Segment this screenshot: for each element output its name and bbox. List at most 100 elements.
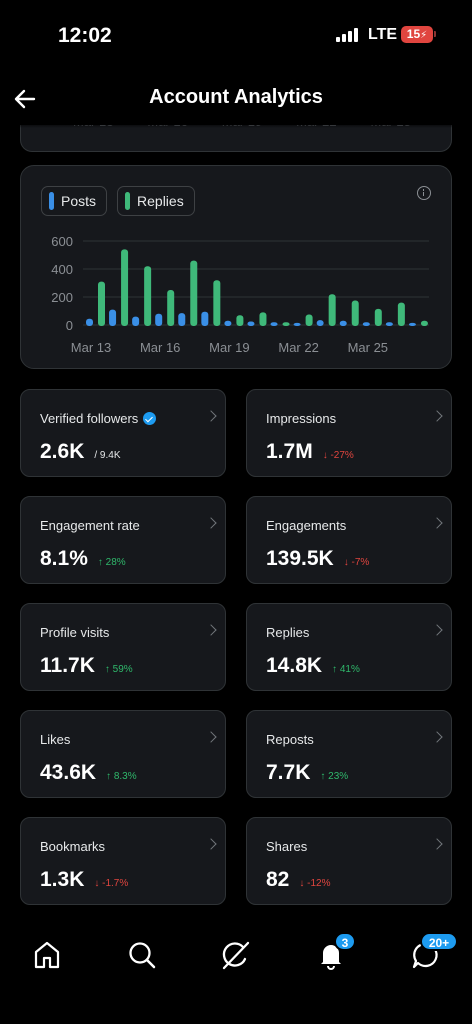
bar-replies[interactable] (167, 290, 175, 326)
bar-posts[interactable] (408, 322, 416, 326)
metric-label: Likes (40, 732, 71, 747)
x-tick-label: Mar 16 (140, 340, 180, 355)
metric-value: 11.7K (40, 654, 95, 677)
metric-label: Shares (266, 839, 308, 854)
chevron-right-icon (205, 624, 217, 636)
arrow-down-icon: ↓ (94, 878, 103, 889)
metric-card-bookmarks[interactable]: Bookmarks 1.3K ↓ -1.7% (20, 817, 226, 905)
metric-card-reposts[interactable]: Reposts 7.7K ↑ 23% (246, 710, 452, 798)
bar-posts[interactable] (362, 322, 370, 326)
battery-level: 15 (406, 27, 421, 41)
bar-posts[interactable] (270, 322, 278, 326)
chevron-right-icon (431, 517, 443, 529)
metric-card-engagements[interactable]: Engagements 139.5K ↓ -7% (246, 496, 452, 584)
legend-posts[interactable]: Posts (41, 186, 108, 216)
bar-posts[interactable] (247, 321, 255, 327)
arrow-up-icon: ↑ (332, 664, 340, 675)
arrow-down-icon: ↓ (322, 450, 331, 461)
y-tick-label: 400 (51, 262, 73, 277)
chevron-right-icon (431, 731, 443, 743)
messages-badge: 20+ (420, 932, 458, 951)
posts-swatch (49, 192, 54, 210)
arrow-up-icon: ↑ (320, 771, 329, 782)
bar-replies[interactable] (305, 314, 313, 327)
metric-label: Engagements (266, 518, 347, 533)
y-tick-label: 600 (51, 234, 73, 249)
chevron-right-icon (431, 838, 443, 850)
legend-posts-label: Posts (61, 193, 97, 209)
bar-posts[interactable] (316, 320, 324, 326)
bar-posts[interactable] (109, 309, 117, 326)
metric-label: Impressions (266, 411, 337, 426)
arrow-up-icon: ↑ (106, 771, 114, 782)
bar-replies[interactable] (420, 320, 428, 326)
bar-replies[interactable] (259, 312, 267, 326)
metric-total: / 9.4K (94, 450, 121, 461)
home-icon[interactable] (30, 938, 64, 972)
legend-replies-label: Replies (137, 193, 184, 209)
bar-replies[interactable] (397, 302, 405, 326)
battery-icon: 15⚡ (401, 26, 433, 43)
clock: 12:02 (58, 24, 112, 47)
arrow-down-icon: ↓ (299, 878, 308, 889)
bar-replies[interactable] (190, 260, 198, 326)
arrow-up-icon: ↑ (97, 557, 106, 568)
metric-value: 14.8K (266, 654, 323, 677)
metric-label: Reposts (266, 732, 314, 747)
metric-card-verified-followers[interactable]: Verified followers 2.6K / 9.4K (20, 389, 226, 477)
signal-icon (336, 28, 358, 42)
chevron-right-icon (205, 731, 217, 743)
arrow-left-icon[interactable] (12, 86, 38, 112)
metric-label: Bookmarks (40, 839, 106, 854)
posts-replies-chart-card: 0 200 400 600 Mar 13 Mar 16 Mar 19 Mar 22 Mar 25… (20, 165, 452, 369)
bar-posts[interactable] (339, 320, 347, 326)
bar-replies[interactable] (144, 266, 152, 326)
chevron-right-icon (205, 838, 217, 850)
bar-posts[interactable] (178, 313, 186, 326)
chevron-right-icon (205, 517, 217, 529)
arrow-down-icon: ↓ (343, 557, 352, 568)
info-icon[interactable] (417, 186, 431, 200)
metric-card-profile-visits[interactable]: Profile visits 11.7K ↑ 59% (20, 603, 226, 691)
metric-card-impressions[interactable]: Impressions 1.7M ↓ -27% (246, 389, 452, 477)
x-tick-label: Mar 22 (278, 340, 318, 355)
bar-replies[interactable] (98, 281, 105, 326)
x-tick-label: Mar 19 (209, 340, 249, 355)
y-tick-label: 200 (51, 290, 73, 305)
metric-card-engagement-rate[interactable]: Engagement rate 8.1% ↑ 28% (20, 496, 226, 584)
metric-card-replies[interactable]: Replies 14.8K ↑ 41% (246, 603, 452, 691)
search-icon[interactable] (125, 938, 159, 972)
grok-icon[interactable] (219, 938, 253, 972)
bar-replies[interactable] (121, 249, 129, 326)
metric-value: 1.3K (40, 868, 85, 891)
metric-label: Profile visits (40, 625, 110, 640)
bar-replies[interactable] (328, 294, 336, 326)
bar-replies[interactable] (282, 322, 290, 326)
metric-card-shares[interactable]: Shares 82 ↓ -12% (246, 817, 452, 905)
notifications-icon[interactable] (314, 938, 348, 972)
chart-legend: Posts Replies (41, 186, 195, 216)
metric-label: Replies (266, 625, 310, 640)
metric-delta: ↑ 59% (104, 664, 133, 675)
bar-replies[interactable] (351, 300, 359, 327)
metric-value: 82 (266, 868, 290, 891)
bar-posts[interactable] (224, 320, 232, 326)
bar-replies[interactable] (213, 280, 221, 326)
bar-posts[interactable] (132, 316, 140, 326)
metric-delta: ↓ -27% (322, 450, 354, 461)
y-tick-label: 0 (66, 318, 73, 333)
bar-posts[interactable] (293, 322, 301, 326)
x-tick-label: Mar 25 (348, 340, 388, 355)
bar-replies[interactable] (236, 315, 244, 326)
bar-replies[interactable] (374, 308, 382, 326)
bar-posts[interactable] (201, 311, 209, 326)
bar-posts[interactable] (86, 318, 93, 326)
metric-value: 7.7K (266, 761, 311, 784)
metric-delta: ↓ -1.7% (94, 878, 129, 889)
legend-replies[interactable]: Replies (117, 186, 195, 216)
bar-posts[interactable] (155, 313, 163, 326)
metric-card-likes[interactable]: Likes 43.6K ↑ 8.3% (20, 710, 226, 798)
metric-delta: ↑ 41% (332, 664, 360, 675)
bar-posts[interactable] (385, 322, 393, 326)
metric-value: 8.1% (40, 547, 88, 570)
